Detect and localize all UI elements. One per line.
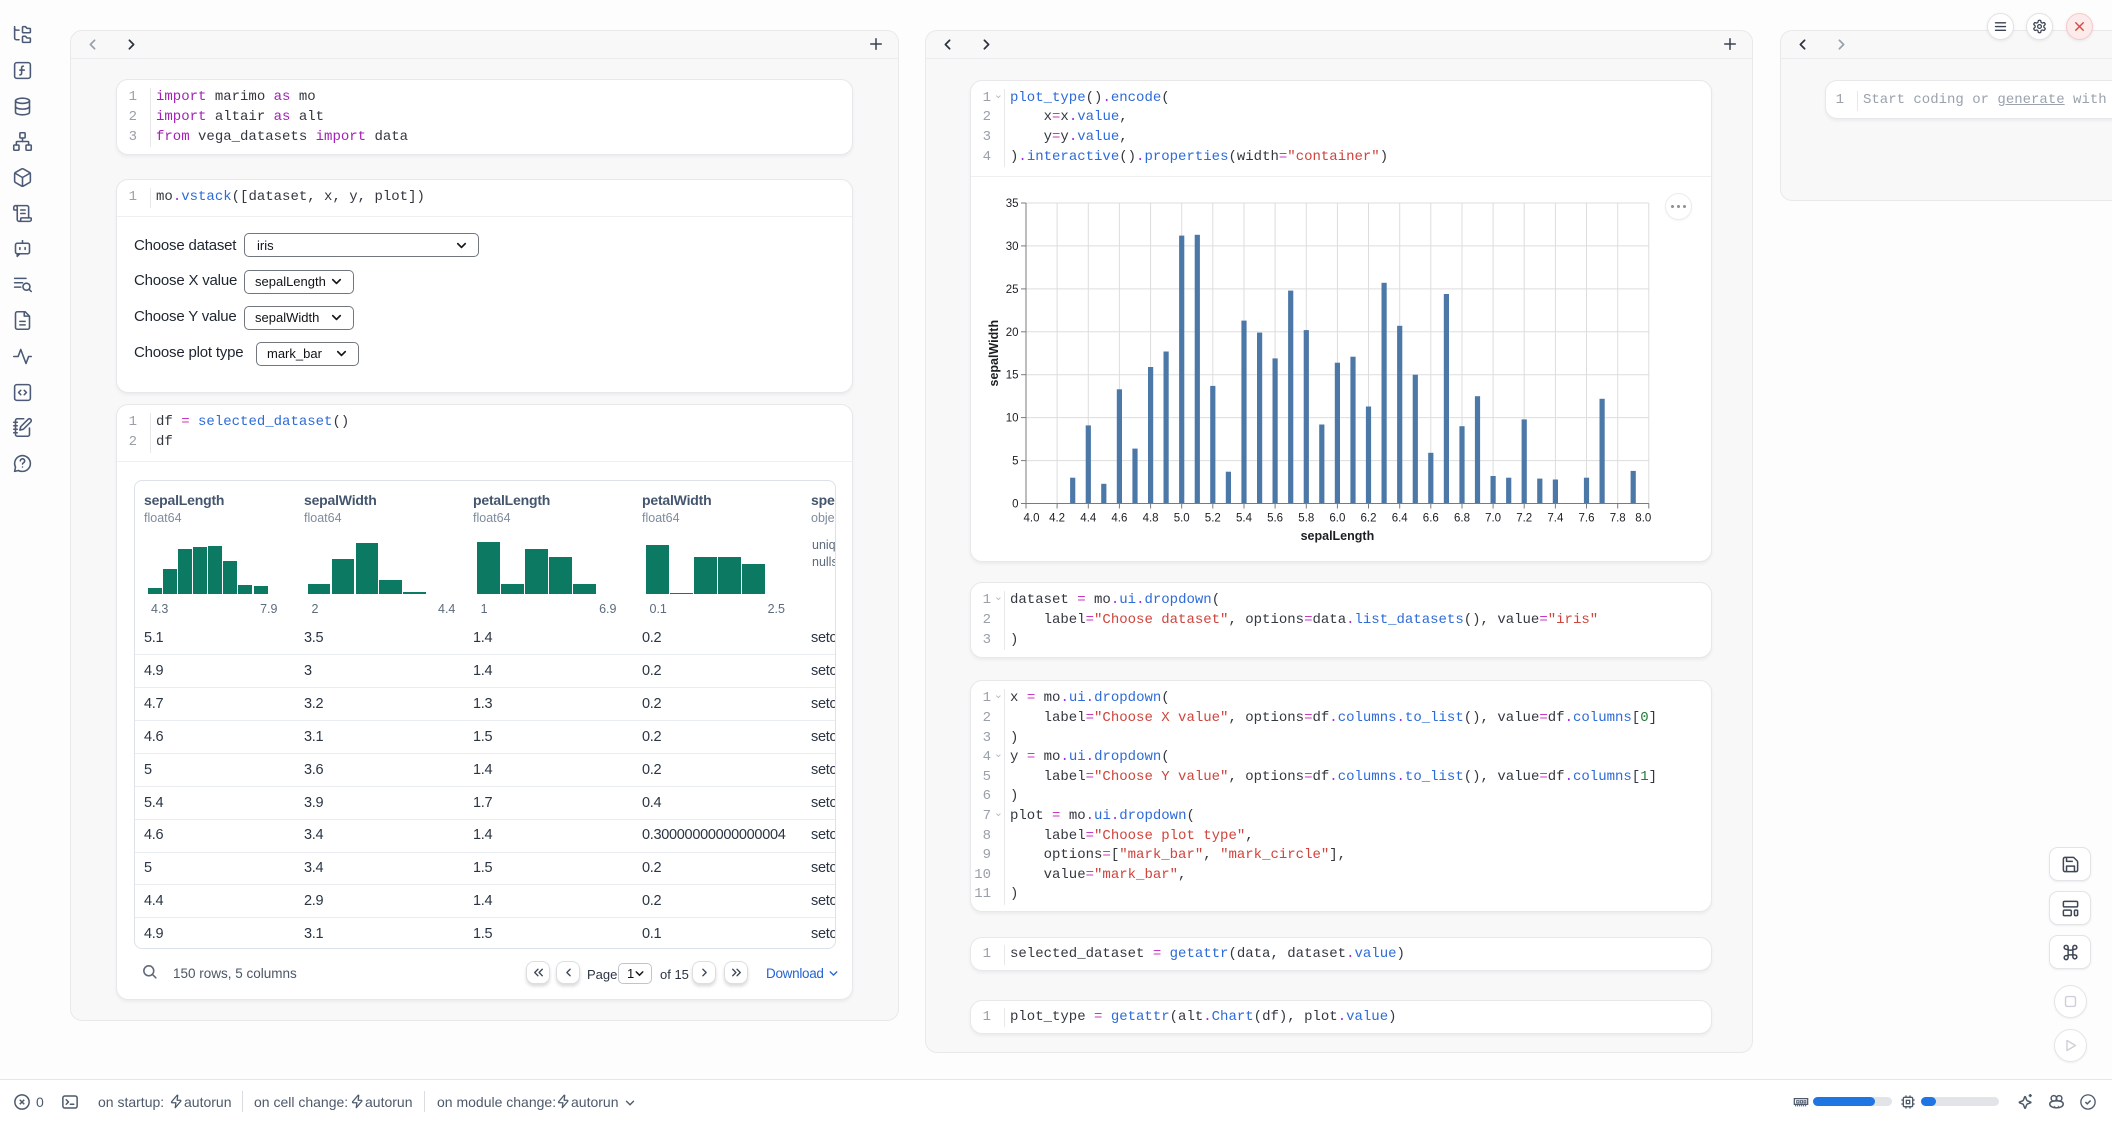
- svg-text:5.8: 5.8: [1298, 513, 1314, 525]
- svg-text:7.6: 7.6: [1579, 513, 1595, 525]
- svg-text:5.0: 5.0: [1174, 513, 1190, 525]
- svg-text:4.0: 4.0: [1024, 513, 1040, 525]
- svg-text:0: 0: [1012, 499, 1018, 511]
- svg-text:4.8: 4.8: [1143, 513, 1159, 525]
- svg-text:30: 30: [1006, 241, 1019, 253]
- svg-text:7.8: 7.8: [1610, 513, 1626, 525]
- svg-text:7.2: 7.2: [1516, 513, 1532, 525]
- svg-text:5.6: 5.6: [1267, 513, 1283, 525]
- svg-text:6.2: 6.2: [1361, 513, 1377, 525]
- svg-text:5: 5: [1012, 456, 1018, 468]
- svg-text:sepalWidth: sepalWidth: [987, 320, 1001, 387]
- svg-text:4.4: 4.4: [1080, 513, 1097, 525]
- svg-text:6.6: 6.6: [1423, 513, 1439, 525]
- svg-text:6.0: 6.0: [1329, 513, 1345, 525]
- svg-text:4.6: 4.6: [1111, 513, 1127, 525]
- svg-text:sepalLength: sepalLength: [1301, 529, 1375, 543]
- svg-text:5.4: 5.4: [1236, 513, 1253, 525]
- svg-text:4.2: 4.2: [1049, 513, 1065, 525]
- svg-text:6.8: 6.8: [1454, 513, 1470, 525]
- svg-text:15: 15: [1006, 370, 1019, 382]
- svg-text:8.0: 8.0: [1635, 513, 1651, 525]
- svg-text:7.4: 7.4: [1547, 513, 1564, 525]
- svg-text:5.2: 5.2: [1205, 513, 1221, 525]
- svg-text:7.0: 7.0: [1485, 513, 1501, 525]
- svg-text:6.4: 6.4: [1392, 513, 1409, 525]
- svg-text:20: 20: [1006, 327, 1019, 339]
- svg-text:25: 25: [1006, 284, 1019, 296]
- svg-text:10: 10: [1006, 413, 1019, 425]
- svg-text:35: 35: [1006, 198, 1019, 210]
